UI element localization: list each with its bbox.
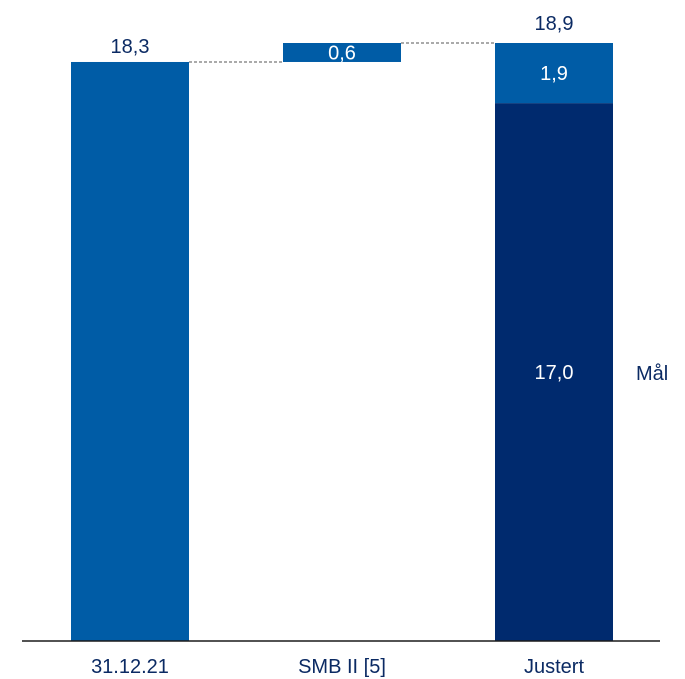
segment-label-1: 1,9 <box>540 63 568 85</box>
labels-group: 18,3 0,6 17,0 1,9 18,9 <box>111 13 574 384</box>
bar-1 <box>283 43 401 62</box>
target-annotation: Mål <box>636 363 668 385</box>
x-tick-label-2: Justert <box>524 656 584 678</box>
bar-2-segment-0 <box>495 103 613 642</box>
connectors-group <box>189 42 495 63</box>
x-tick-labels: 31.12.21 SMB II [5] Justert <box>91 656 584 678</box>
bars-group <box>71 43 613 642</box>
x-tick-label-0: 31.12.21 <box>91 656 169 678</box>
bar-label-1: 0,6 <box>328 42 356 64</box>
bar-2-segment-1 <box>495 43 613 104</box>
bar-label-0: 18,3 <box>111 36 150 58</box>
segment-label-0: 17,0 <box>535 362 574 384</box>
total-label: 18,9 <box>535 13 574 35</box>
bar-0 <box>71 61 189 641</box>
x-tick-label-1: SMB II [5] <box>298 656 386 678</box>
